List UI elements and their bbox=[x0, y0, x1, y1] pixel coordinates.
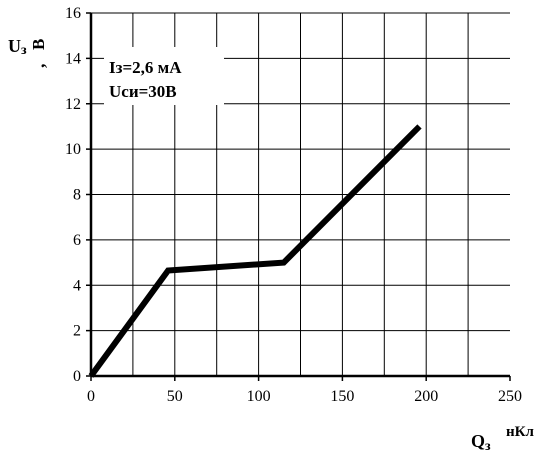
x-tick-label: 100 bbox=[247, 388, 271, 405]
x-tick-label: 150 bbox=[330, 388, 354, 405]
y-tick-label: 6 bbox=[73, 232, 81, 249]
x-tick-label: 250 bbox=[498, 388, 522, 405]
svg-text:Qз: Qз bbox=[471, 431, 491, 454]
y-axis-title: Uз , В bbox=[8, 36, 48, 68]
y-tick-label: 2 bbox=[73, 323, 81, 340]
y-tick-label: 8 bbox=[73, 187, 81, 204]
annotation-background bbox=[104, 47, 224, 105]
y-axis-symbol: U bbox=[8, 36, 21, 56]
annotation-voltage: Uси=30В bbox=[109, 82, 177, 101]
y-tick-labels: 0 2 4 6 8 10 12 14 16 bbox=[65, 5, 91, 385]
y-axis-subscript: з bbox=[21, 43, 27, 58]
series-line bbox=[88, 124, 422, 378]
y-tick-label: 14 bbox=[65, 50, 81, 67]
x-tick-label: 200 bbox=[414, 388, 438, 405]
y-tick-label: 4 bbox=[73, 277, 81, 294]
annotation-current: Iз=2,6 мА bbox=[109, 58, 182, 77]
x-axis-subscript: з bbox=[485, 439, 491, 454]
x-axis-symbol: Q bbox=[471, 431, 485, 451]
x-axis-title: Qз нКл bbox=[471, 424, 535, 454]
y-tick-label: 10 bbox=[65, 141, 81, 158]
x-tick-label: 50 bbox=[167, 388, 183, 405]
series bbox=[88, 124, 422, 378]
y-axis-unit: В bbox=[29, 39, 48, 50]
svg-text:Uз: Uз bbox=[8, 36, 27, 58]
y-tick-label: 12 bbox=[65, 96, 81, 113]
y-tick-label: 0 bbox=[73, 368, 81, 385]
y-tick-label: 16 bbox=[65, 5, 81, 22]
x-tick-labels: 0 50 100 150 200 250 bbox=[87, 376, 522, 405]
x-tick-label: 0 bbox=[87, 388, 95, 405]
y-axis-separator: , bbox=[28, 64, 48, 69]
x-axis-unit: нКл bbox=[506, 424, 535, 440]
annotation-box: Iз=2,6 мА Uси=30В bbox=[104, 47, 224, 105]
